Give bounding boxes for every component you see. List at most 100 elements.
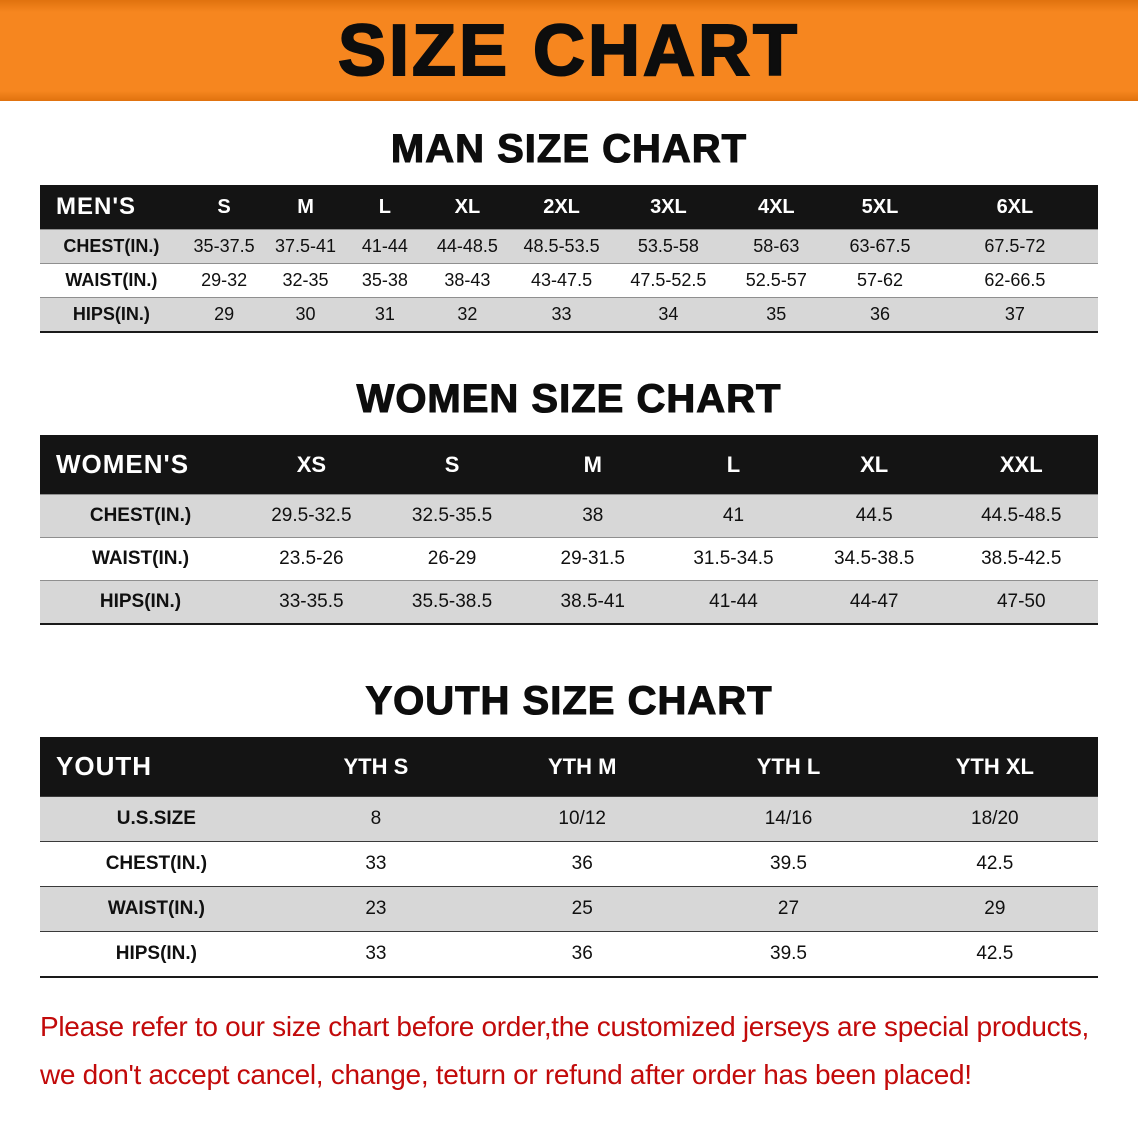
table-cell: 34	[658, 304, 679, 324]
men-size-table: MEN'S S M L XL 2XL 3XL 4XL 5XL 6XL CHEST(IN.) 35-37…	[40, 185, 1098, 333]
table-cell: 43-47.5	[531, 270, 593, 290]
notice-line-2: we don't accept cancel, change, teturn o…	[40, 1058, 972, 1090]
table-cell: 44.5	[855, 505, 893, 526]
footer-notice: Please refer to our size chart before or…	[40, 1008, 1098, 1094]
column-header: 4XL	[724, 185, 829, 230]
table-cell: 32.5-35.5	[411, 505, 493, 526]
column-header: XS	[241, 435, 382, 495]
column-header: 6XL	[931, 185, 1098, 230]
row-label: CHEST(IN.)	[63, 236, 160, 256]
table-cell: 53.5-58	[637, 236, 699, 256]
column-header: YTH L	[685, 737, 892, 797]
row-label: WAIST(IN.)	[91, 548, 190, 569]
column-header: 3XL	[612, 185, 725, 230]
table-cell: 26-29	[427, 548, 477, 569]
table-cell: 58-63	[753, 236, 800, 256]
banner: SIZE CHART	[0, 0, 1138, 101]
table-cell: 44-48.5	[436, 236, 498, 256]
table-cell: 34.5-38.5	[834, 548, 915, 569]
youth-section: YOUTH SIZE CHART YOUTH YTH S YTH M YTH L YTH…	[0, 678, 1138, 978]
column-header: XL	[803, 435, 945, 495]
table-cell: 29-32	[201, 270, 248, 290]
table-cell: 35-38	[361, 270, 408, 290]
row-label: CHEST(IN.)	[89, 505, 192, 526]
table-cell: 36	[571, 943, 593, 964]
table-cell: 42.5	[976, 853, 1014, 874]
column-header: L	[663, 435, 804, 495]
table-cell: 14/16	[764, 808, 813, 829]
column-header: 5XL	[828, 185, 932, 230]
table-title-cell: MEN'S	[40, 185, 183, 230]
table-cell: 31.5-34.5	[693, 548, 774, 569]
table-cell: 23.5-26	[279, 548, 344, 569]
table-cell: 38	[582, 505, 604, 526]
table-cell: 41-44	[361, 236, 408, 256]
table-cell: 35-37.5	[193, 236, 255, 256]
table-cell: 33	[365, 853, 387, 874]
table-row: CHEST(IN.) 29.5-32.5 32.5-35.5 38 41 44.5 44.5…	[40, 494, 1098, 538]
men-section-heading: MAN SIZE CHART	[390, 126, 748, 171]
table-cell: 35.5-38.5	[411, 591, 493, 612]
column-header: 2XL	[510, 185, 613, 230]
table-cell: 31	[374, 304, 395, 324]
row-label: U.S.SIZE	[116, 808, 196, 829]
table-cell: 33	[551, 304, 572, 324]
table-cell: 44-47	[849, 591, 899, 612]
table-cell: 41	[722, 505, 745, 526]
table-cell: 67.5-72	[984, 236, 1046, 256]
column-header: YTH M	[479, 737, 686, 797]
table-title-cell: WOMEN'S	[40, 435, 242, 495]
table-cell: 33-35.5	[279, 591, 344, 612]
row-label: WAIST(IN.)	[65, 270, 158, 290]
page-title: SIZE CHART	[337, 10, 800, 91]
row-label: WAIST(IN.)	[107, 898, 205, 919]
table-cell: 25	[571, 898, 593, 919]
row-label: HIPS(IN.)	[72, 304, 150, 324]
youth-size-table: YOUTH YTH S YTH M YTH L YTH XL U.S.SIZE 8 10/12…	[40, 737, 1098, 978]
table-cell: 52.5-57	[745, 270, 807, 290]
column-header: M	[522, 435, 664, 495]
table-row: CHEST(IN.) 35-37.5 37.5-41 41-44 44-48.5 48.5…	[40, 229, 1098, 264]
table-cell: 27	[777, 898, 800, 919]
table-row: U.S.SIZE 8 10/12 14/16 18/20	[40, 796, 1098, 842]
table-row: HIPS(IN.) 33-35.5 35.5-38.5 38.5-41 41-44 44-…	[40, 580, 1098, 624]
table-cell: 36	[869, 304, 890, 324]
table-cell: 18/20	[971, 808, 1019, 829]
women-section-heading: WOMEN SIZE CHART	[356, 376, 782, 421]
table-cell: 38.5-41	[560, 591, 625, 612]
notice-line-1: Please refer to our size chart before or…	[40, 1011, 1090, 1042]
table-cell: 29.5-32.5	[271, 505, 352, 526]
table-cell: 38-43	[444, 270, 491, 290]
table-row: WAIST(IN.) 29-32 32-35 35-38 38-43 43-47.5 47.…	[40, 263, 1098, 298]
row-label: HIPS(IN.)	[99, 591, 182, 612]
table-row: CHEST(IN.) 33 36 39.5 42.5	[40, 841, 1098, 887]
table-cell: 37.5-41	[275, 236, 337, 256]
column-header: L	[345, 185, 425, 230]
table-cell: 57-62	[856, 270, 904, 290]
header-row: YOUTH YTH S YTH M YTH L YTH XL	[40, 737, 1098, 797]
column-header: S	[182, 185, 266, 230]
table-cell: 39.5	[770, 853, 807, 874]
header-row: MEN'S S M L XL 2XL 3XL 4XL 5XL 6XL	[40, 185, 1098, 230]
table-row: HIPS(IN.) 33 36 39.5 42.5	[40, 931, 1098, 977]
column-header: S	[381, 435, 523, 495]
table-cell: 47.5-52.5	[630, 270, 707, 290]
column-header: YTH XL	[891, 737, 1098, 797]
youth-section-heading: YOUTH SIZE CHART	[365, 678, 773, 723]
row-label: CHEST(IN.)	[105, 853, 208, 874]
table-cell: 41-44	[709, 591, 758, 612]
header-row: WOMEN'S XS S M L XL XXL	[40, 435, 1098, 495]
table-cell: 33	[365, 943, 387, 964]
column-header: XL	[424, 185, 511, 230]
table-cell: 29	[214, 304, 235, 324]
table-cell: 44.5-48.5	[981, 505, 1062, 526]
column-header: M	[265, 185, 346, 230]
table-cell: 38.5-42.5	[981, 548, 1062, 569]
table-cell: 29	[984, 898, 1006, 919]
table-cell: 29-31.5	[560, 548, 625, 569]
table-row: WAIST(IN.) 23 25 27 29	[40, 886, 1098, 932]
table-cell: 48.5-53.5	[523, 236, 600, 256]
size-chart-page: SIZE CHART MAN SIZE CHART MEN'S S M L XL 2XL 3…	[0, 0, 1138, 1094]
row-label: HIPS(IN.)	[115, 943, 198, 964]
table-cell: 37	[1004, 304, 1025, 324]
